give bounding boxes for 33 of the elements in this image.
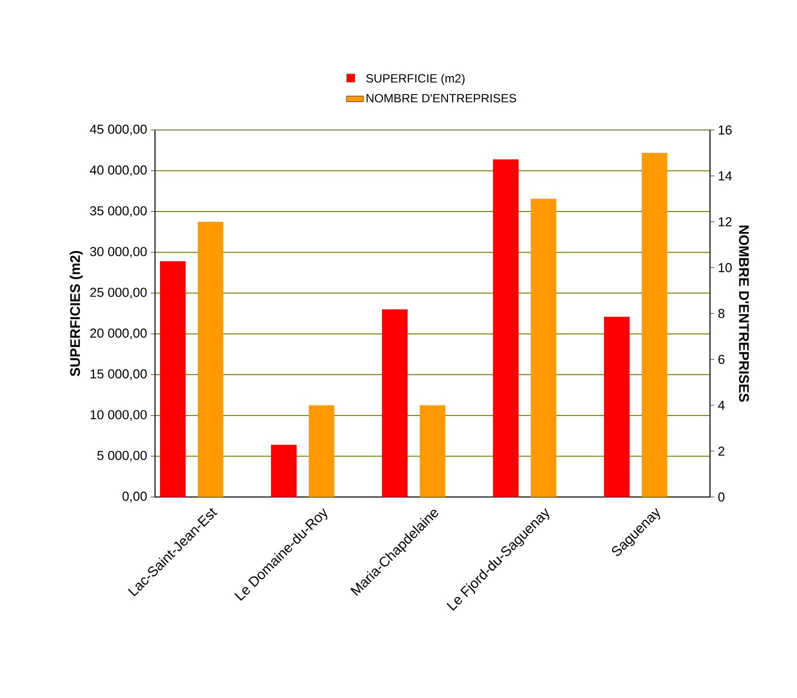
y2-tick-label: 10	[718, 263, 732, 272]
y-tick-label: 35 000,00	[90, 206, 147, 217]
y-tick-label: 45 000,00	[90, 124, 147, 136]
bar	[492, 159, 519, 497]
bar	[270, 444, 297, 497]
y-tick-label: 10 000,00	[90, 410, 147, 421]
y2-tick-label: 8	[718, 308, 724, 318]
y-tick-label: 0,00	[122, 492, 147, 502]
bar	[604, 316, 630, 497]
y-tick-label: 15 000,00	[90, 369, 147, 380]
bar	[198, 222, 224, 497]
y2-tick-label: 0	[718, 492, 724, 502]
y-tick-label: 5 000,00	[97, 450, 147, 462]
y-tick-label: 25 000,00	[90, 288, 147, 298]
y-axis-title: SUPERFICIES (m2)	[70, 251, 83, 376]
bar	[160, 261, 186, 497]
legend-label: NOMBRE D'ENTREPRISES	[366, 94, 516, 102]
bar	[382, 309, 408, 497]
bar	[530, 198, 556, 497]
y-tick-label: 20 000,00	[90, 328, 147, 340]
y2-tick-label: 2	[718, 446, 724, 456]
legend-label: SUPERFICIE (m2)	[366, 74, 465, 85]
y-tick-label: 30 000,00	[90, 246, 147, 258]
bar	[420, 405, 446, 497]
bar	[308, 405, 334, 497]
y2-tick-label: 6	[718, 354, 724, 364]
y-tick-label: 40 000,00	[90, 165, 147, 176]
y2-tick-label: 14	[718, 171, 732, 180]
bar	[642, 152, 668, 497]
y2-axis-title: NOMBRE D'ENTREPRISES	[739, 226, 749, 402]
y2-tick-label: 4	[718, 400, 725, 410]
y2-tick-label: 16	[718, 125, 732, 135]
y2-tick-label: 12	[718, 217, 732, 226]
